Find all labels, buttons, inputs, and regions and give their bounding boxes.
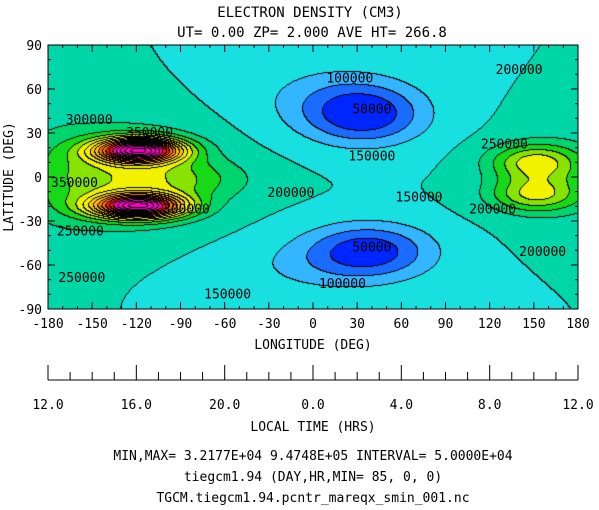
axis-ticks [47,44,579,310]
chart-subtitle: UT= 0.00 ZP= 2.000 AVE HT= 266.8 [177,25,447,41]
x-tick-label: 30 [349,317,365,332]
chart-title: ELECTRON DENSITY (CM3) [217,5,402,21]
contour-labels: 100000 50000 150000 200000 300000 350000 25000… [51,63,566,302]
x-tick-label: -90 [169,317,192,332]
y-tick-labels: -90 -60 -30 0 30 60 90 [19,39,42,318]
contour-label: 250000 [58,271,105,286]
contour-label: 50000 [352,103,391,118]
contour-label: 100000 [319,277,366,292]
contour-label: 200000 [267,186,314,201]
x-tick-label: 180 [566,317,589,332]
contour-label: 250000 [57,224,104,239]
contour-label: 300000 [163,202,210,217]
contour-label: 200000 [519,245,566,260]
x-axis-label: LONGITUDE (DEG) [254,338,371,353]
contour-label: 150000 [348,149,395,164]
contour-label: 200000 [496,63,543,78]
local-time-tick-label: 12.0 [32,398,63,413]
local-time-axis: 12.0 16.0 20.0 0.0 4.0 8.0 12.0 LOCAL TIME (HR… [32,365,594,435]
local-time-tick-label: 20.0 [209,398,240,413]
local-time-tick-label: 16.0 [121,398,152,413]
local-time-tick-label: 8.0 [478,398,501,413]
model-run-text: tiegcm1.94 (DAY,HR,MIN= 85, 0, 0) [184,470,442,485]
x-tick-label: -30 [257,317,280,332]
y-tick-label: -90 [19,303,42,318]
x-tick-label: -150 [77,317,108,332]
y-tick-label: 30 [26,127,42,142]
local-time-tick-label: 12.0 [562,398,593,413]
y-axis-label: LATITUDE (DEG) [2,122,17,232]
source-file-text: TGCM.tiegcm1.94.pcntr_mareqx_smin_001.nc [156,491,469,506]
plot-area: 100000 50000 150000 200000 300000 350000 25000… [47,44,579,310]
y-tick-label: -30 [19,215,42,230]
local-time-tick-label: 0.0 [301,398,324,413]
x-tick-label: 60 [394,317,410,332]
y-tick-label: 90 [26,39,42,54]
x-tick-label: 0 [309,317,317,332]
x-tick-label: -120 [121,317,152,332]
y-tick-label: 0 [34,171,42,186]
x-tick-label: 120 [478,317,501,332]
contour-label: 100000 [326,72,373,87]
minmax-interval-text: MIN,MAX= 3.2177E+04 9.4748E+05 INTERVAL=… [113,449,512,464]
contour-label: 200000 [469,202,516,217]
contour-label: 300000 [66,113,113,128]
x-tick-label: -180 [32,317,63,332]
contour-label: 150000 [204,287,251,302]
local-time-tick-label: 4.0 [390,398,413,413]
x-tick-labels: -180 -150 -120 -90 -60 -30 0 30 60 90 120 150 180 [32,317,589,332]
contour-label: 350000 [51,176,98,191]
x-tick-label: 150 [522,317,545,332]
x-tick-label: -60 [213,317,236,332]
contour-label: 350000 [126,126,173,141]
contour-label: 250000 [481,138,528,153]
local-time-axis-label: LOCAL TIME (HRS) [250,420,375,435]
density-fill-layer [48,45,578,309]
contour-label: 50000 [352,240,391,255]
x-tick-label: 90 [438,317,454,332]
contour-label: 150000 [396,191,443,206]
y-tick-label: 60 [26,83,42,98]
local-time-tick-labels: 12.0 16.0 20.0 0.0 4.0 8.0 12.0 [32,398,593,413]
local-time-ticks [47,365,579,380]
y-tick-label: -60 [19,259,42,274]
